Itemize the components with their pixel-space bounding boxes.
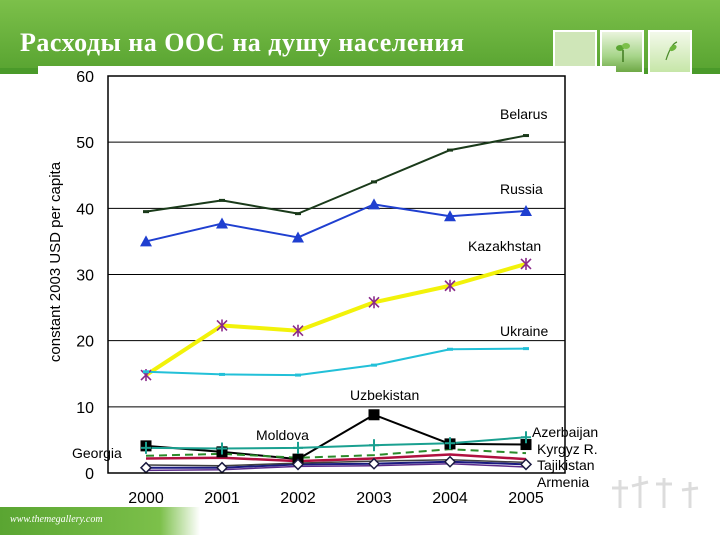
y-axis-label: constant 2003 USD per capita <box>47 161 64 362</box>
y-tick-label-0: 0 <box>85 466 94 483</box>
point-azerbaijan-2004 <box>445 437 455 450</box>
footer-tree-decor <box>612 476 699 508</box>
series-line-moldova <box>145 453 527 463</box>
label-kazakhstan: Kazakhstan <box>468 238 541 254</box>
point-tajikistan-2005 <box>519 458 533 471</box>
series-line-russia <box>145 203 527 243</box>
series-line-ukraine <box>145 347 527 377</box>
point-tajikistan-2001 <box>215 461 229 474</box>
label-armenia: Armenia <box>537 474 589 490</box>
plot-frame <box>107 75 566 474</box>
leaf-icon <box>665 41 678 61</box>
point-ukraine-2002 <box>295 373 301 377</box>
footer-bar <box>0 507 200 535</box>
series-line-tajikistan <box>146 460 527 469</box>
point-tajikistan-2002 <box>291 458 305 471</box>
label-russia: Russia <box>500 181 543 197</box>
series-line-uzbekistan <box>145 413 527 461</box>
label-ukraine: Ukraine <box>500 323 548 339</box>
y-tick-label-40: 40 <box>76 201 94 218</box>
grid-layer <box>108 141 565 408</box>
point-belarus-2000 <box>143 210 149 214</box>
y-tick-label-30: 30 <box>76 268 94 285</box>
series-labels: Belarus Russia Kazakhstan Ukraine Uzbeki… <box>72 106 598 490</box>
point-azerbaijan-2003 <box>369 439 379 452</box>
point-kazakhstan-2003 <box>368 296 380 309</box>
label-azerbaijan: Azerbaijan <box>532 424 598 440</box>
series-line-azerbaijan <box>145 436 527 450</box>
label-belarus: Belarus <box>500 106 547 122</box>
point-russia-2000 <box>140 235 152 247</box>
x-tick-label-2001: 2001 <box>204 490 240 507</box>
point-uzbekistan-2005 <box>520 439 532 451</box>
point-kazakhstan-2005 <box>520 257 532 270</box>
point-azerbaijan-2002 <box>293 441 303 454</box>
x-tick-label-2005: 2005 <box>508 490 544 507</box>
y-tick-label-60: 60 <box>76 69 94 86</box>
point-ukraine-2001 <box>219 372 225 376</box>
series-line-kazakhstan <box>144 261 527 377</box>
point-belarus-2004 <box>447 148 453 152</box>
point-azerbaijan-2005 <box>521 431 531 444</box>
point-russia-2001 <box>216 217 228 229</box>
point-tajikistan-2000 <box>139 461 153 474</box>
point-belarus-2005 <box>523 134 529 138</box>
point-ukraine-2005 <box>523 347 529 351</box>
point-belarus-2001 <box>219 198 225 202</box>
point-ukraine-2003 <box>371 363 377 367</box>
point-belarus-2002 <box>295 212 301 216</box>
x-tick-label-2003: 2003 <box>356 490 392 507</box>
point-ukraine-2004 <box>447 347 453 351</box>
x-tick-label-2004: 2004 <box>432 490 468 507</box>
chart-background <box>38 66 616 506</box>
y-tick-label-10: 10 <box>76 400 94 417</box>
y-tick-label-20: 20 <box>76 334 94 351</box>
point-russia-2004 <box>444 210 456 222</box>
series-line-kyrgyz-r <box>145 448 527 459</box>
sprout-icon <box>616 43 630 62</box>
point-kazakhstan-2001 <box>216 319 228 332</box>
marker-layer <box>139 134 533 474</box>
series-line-belarus <box>145 134 527 215</box>
point-kazakhstan-2004 <box>444 279 456 292</box>
point-ukraine-2000 <box>143 370 149 374</box>
footer-url: www.themegallery.com <box>10 514 103 525</box>
series-layer <box>144 134 527 472</box>
point-kazakhstan-2002 <box>292 324 304 337</box>
point-uzbekistan-2003 <box>368 409 380 421</box>
label-georgia: Georgia <box>72 445 122 461</box>
point-russia-2003 <box>368 198 380 210</box>
decor-thumbnail-2 <box>600 30 644 74</box>
slide-title: Расходы на ООС на душу населения <box>20 28 465 57</box>
point-azerbaijan-2000 <box>141 441 151 454</box>
label-uzbekistan: Uzbekistan <box>350 387 419 403</box>
point-tajikistan-2004 <box>443 455 457 468</box>
point-russia-2005 <box>520 204 532 216</box>
y-tick-label-50: 50 <box>76 135 94 152</box>
label-moldova: Moldova <box>256 427 309 443</box>
point-azerbaijan-2001 <box>217 442 227 455</box>
label-kyrgyz: Kyrgyz R. <box>537 441 598 457</box>
label-tajikistan: Tajikistan <box>537 457 595 473</box>
series-line-georgia <box>145 462 527 472</box>
x-tick-label-2000: 2000 <box>128 490 164 507</box>
point-tajikistan-2003 <box>367 457 381 470</box>
point-russia-2002 <box>292 231 304 243</box>
point-belarus-2003 <box>371 180 377 184</box>
x-tick-label-2002: 2002 <box>280 490 316 507</box>
axis-layer: 0 10 20 30 40 50 60 2000 2001 2002 2003 2004 2005 <box>76 69 566 507</box>
decor-thumbnail-3 <box>648 30 692 74</box>
series-line-armenia <box>145 459 527 467</box>
